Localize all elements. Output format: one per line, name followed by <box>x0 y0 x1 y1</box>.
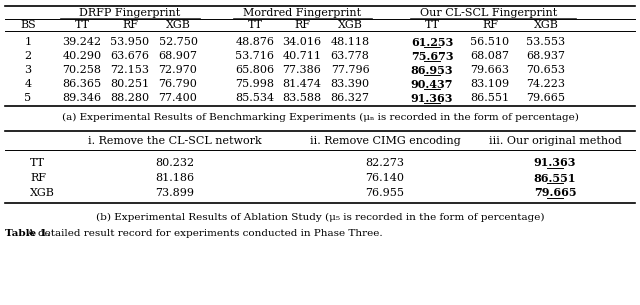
Text: TT: TT <box>30 158 45 168</box>
Text: 80.251: 80.251 <box>111 79 150 89</box>
Text: 5: 5 <box>24 93 31 103</box>
Text: ii. Remove CIMG encoding: ii. Remove CIMG encoding <box>310 136 460 146</box>
Text: 81.186: 81.186 <box>156 173 195 183</box>
Text: 76.955: 76.955 <box>365 188 404 198</box>
Text: 79.665: 79.665 <box>527 93 566 103</box>
Text: RF: RF <box>294 20 310 30</box>
Text: 91.363: 91.363 <box>411 92 453 103</box>
Text: 39.242: 39.242 <box>63 37 102 47</box>
Text: Our CL-SCL Fingerprint: Our CL-SCL Fingerprint <box>420 8 557 18</box>
Text: 77.386: 77.386 <box>283 65 321 75</box>
Text: 2: 2 <box>24 51 31 61</box>
Text: XGB: XGB <box>166 20 191 30</box>
Text: 73.899: 73.899 <box>156 188 195 198</box>
Text: RF: RF <box>122 20 138 30</box>
Text: 61.253: 61.253 <box>411 37 453 48</box>
Text: 86.953: 86.953 <box>411 64 453 76</box>
Text: 40.711: 40.711 <box>282 51 321 61</box>
Text: 86.551: 86.551 <box>534 173 576 184</box>
Text: 86.365: 86.365 <box>63 79 102 89</box>
Text: 63.778: 63.778 <box>331 51 369 61</box>
Text: XGB: XGB <box>534 20 559 30</box>
Text: XGB: XGB <box>337 20 362 30</box>
Text: 86.327: 86.327 <box>330 93 369 103</box>
Text: 76.790: 76.790 <box>159 79 197 89</box>
Text: 68.937: 68.937 <box>527 51 566 61</box>
Text: 90.437: 90.437 <box>411 78 453 89</box>
Text: TT: TT <box>74 20 90 30</box>
Text: 1: 1 <box>24 37 31 47</box>
Text: 88.280: 88.280 <box>111 93 150 103</box>
Text: 53.716: 53.716 <box>236 51 275 61</box>
Text: A detailed result record for experiments conducted in Phase Three.: A detailed result record for experiments… <box>24 228 383 238</box>
Text: 48.876: 48.876 <box>236 37 275 47</box>
Text: RF: RF <box>30 173 46 183</box>
Text: 48.118: 48.118 <box>330 37 369 47</box>
Text: 72.153: 72.153 <box>111 65 150 75</box>
Text: (b) Experimental Results of Ablation Study (μ₅ is recorded in the form of percen: (b) Experimental Results of Ablation Stu… <box>96 213 544 221</box>
Text: 75.673: 75.673 <box>411 51 453 62</box>
Text: 91.363: 91.363 <box>534 157 576 168</box>
Text: 89.346: 89.346 <box>63 93 102 103</box>
Text: 77.400: 77.400 <box>159 93 197 103</box>
Text: TT: TT <box>424 20 440 30</box>
Text: 79.663: 79.663 <box>470 65 509 75</box>
Text: 76.140: 76.140 <box>365 173 404 183</box>
Text: TT: TT <box>248 20 262 30</box>
Text: 81.474: 81.474 <box>282 79 321 89</box>
Text: 72.970: 72.970 <box>159 65 197 75</box>
Text: 68.087: 68.087 <box>470 51 509 61</box>
Text: 56.510: 56.510 <box>470 37 509 47</box>
Text: 75.998: 75.998 <box>236 79 275 89</box>
Text: 3: 3 <box>24 65 31 75</box>
Text: Table 1.: Table 1. <box>5 228 51 238</box>
Text: 68.907: 68.907 <box>159 51 198 61</box>
Text: 86.551: 86.551 <box>470 93 509 103</box>
Text: 40.290: 40.290 <box>63 51 102 61</box>
Text: 70.258: 70.258 <box>63 65 102 75</box>
Text: 53.553: 53.553 <box>527 37 566 47</box>
Text: i. Remove the CL-SCL network: i. Remove the CL-SCL network <box>88 136 262 146</box>
Text: 83.109: 83.109 <box>470 79 509 89</box>
Text: 53.950: 53.950 <box>111 37 150 47</box>
Text: 79.665: 79.665 <box>534 188 576 199</box>
Text: 65.806: 65.806 <box>236 65 275 75</box>
Text: 80.232: 80.232 <box>156 158 195 168</box>
Text: 83.390: 83.390 <box>330 79 369 89</box>
Text: RF: RF <box>482 20 498 30</box>
Text: 74.223: 74.223 <box>527 79 566 89</box>
Text: BS: BS <box>20 20 36 30</box>
Text: 85.534: 85.534 <box>236 93 275 103</box>
Text: (a) Experimental Results of Benchmarking Experiments (μₙ is recorded in the form: (a) Experimental Results of Benchmarking… <box>61 113 579 122</box>
Text: iii. Our original method: iii. Our original method <box>488 136 621 146</box>
Text: 70.653: 70.653 <box>527 65 566 75</box>
Text: 82.273: 82.273 <box>365 158 404 168</box>
Text: 77.796: 77.796 <box>331 65 369 75</box>
Text: 83.588: 83.588 <box>282 93 321 103</box>
Text: 52.750: 52.750 <box>159 37 198 47</box>
Text: Mordred Fingerprint: Mordred Fingerprint <box>243 8 362 18</box>
Text: XGB: XGB <box>30 188 55 198</box>
Text: DRFP Fingerprint: DRFP Fingerprint <box>79 8 180 18</box>
Text: 63.676: 63.676 <box>111 51 150 61</box>
Text: 4: 4 <box>24 79 31 89</box>
Text: 34.016: 34.016 <box>282 37 321 47</box>
